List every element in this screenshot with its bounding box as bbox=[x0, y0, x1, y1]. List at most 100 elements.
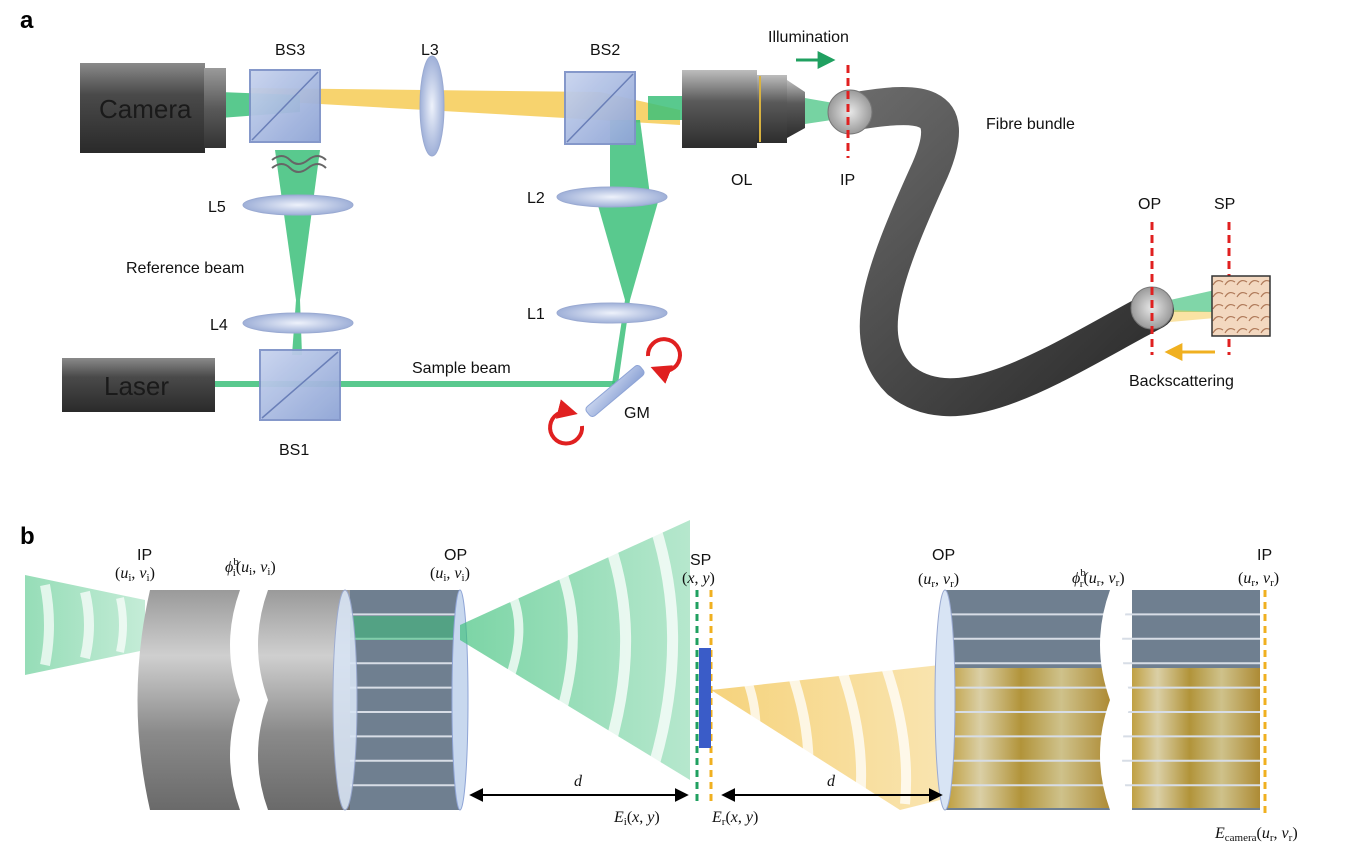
lens-l2 bbox=[556, 186, 668, 208]
wavefront-1 bbox=[40, 584, 54, 666]
fibre-bundle bbox=[827, 87, 1174, 417]
left-facet-cladding bbox=[332, 589, 358, 811]
bs2-label: BS2 bbox=[590, 42, 620, 59]
green-diverging-fan bbox=[460, 520, 690, 783]
phi-right: ϕb r(ur, vr) bbox=[1072, 567, 1125, 590]
bs2-diagonal bbox=[566, 73, 634, 143]
green-fan-wave-1 bbox=[500, 587, 524, 692]
sp-coord: (x, y) bbox=[682, 570, 715, 587]
ip-label: IP bbox=[840, 172, 855, 189]
op-left-label: OP bbox=[444, 547, 467, 564]
green-fan-wave-4 bbox=[643, 524, 679, 783]
wavefront-2 bbox=[80, 590, 94, 660]
l3-label: L3 bbox=[421, 42, 439, 59]
beam-splitter-bs1 bbox=[259, 349, 341, 421]
ecamera-label: Ecamera(ur, vr) bbox=[1214, 825, 1298, 844]
fibre-input-facet bbox=[827, 89, 873, 135]
gm-rotation-arrow-bottom bbox=[548, 399, 585, 446]
sample-beam-up-upper bbox=[595, 195, 660, 300]
left-fibre-cylinder bbox=[137, 589, 469, 811]
yellow-fan-wave-1 bbox=[740, 673, 761, 756]
phi-left: ϕb i(ui, vi) bbox=[225, 556, 276, 579]
camera-label: Camera bbox=[99, 94, 192, 124]
gm-label: GM bbox=[624, 405, 650, 422]
ip-left-coord: (ui, vi) bbox=[115, 565, 155, 584]
beam-op-to-sp bbox=[1170, 290, 1215, 312]
camera: Camera bbox=[80, 63, 226, 153]
l4-label: L4 bbox=[210, 317, 228, 334]
l5-label: L5 bbox=[208, 199, 226, 216]
lens-l1 bbox=[556, 302, 668, 324]
l1-label: L1 bbox=[527, 306, 545, 323]
gm-rotation-arrow-top bbox=[645, 337, 682, 384]
sample-object bbox=[699, 648, 711, 748]
sample-beam bbox=[215, 381, 615, 387]
er-label: Er(x, y) bbox=[711, 809, 758, 828]
op-right-label: OP bbox=[932, 547, 955, 564]
beam-splitter-bs2 bbox=[564, 71, 636, 145]
bs3-diagonal bbox=[251, 71, 319, 141]
gm-mirror bbox=[585, 365, 645, 417]
distance-left-label: d bbox=[574, 773, 583, 790]
camera-mount bbox=[204, 68, 226, 148]
yellow-fan-wave-2 bbox=[785, 666, 814, 784]
panel-a-letter: a bbox=[20, 7, 34, 34]
reference-beam-upper bbox=[275, 150, 320, 300]
fibre-bundle-label: Fibre bundle bbox=[986, 116, 1075, 133]
beam-sp-to-op bbox=[1170, 310, 1215, 322]
l2-label: L2 bbox=[527, 190, 545, 207]
right-yellow-cores-2 bbox=[1132, 668, 1260, 808]
right-fibre-cylinder bbox=[934, 589, 1260, 811]
yellow-fan-cone bbox=[711, 665, 940, 810]
op-left-coord: (ui, vi) bbox=[430, 565, 470, 584]
yellow-fan-wave-3 bbox=[835, 663, 867, 801]
objective-lens bbox=[682, 70, 805, 148]
reference-beam-label: Reference beam bbox=[126, 260, 244, 277]
sp-label: SP bbox=[1214, 196, 1235, 213]
green-fan-wave-2 bbox=[550, 565, 578, 734]
left-cyl-segment-1 bbox=[137, 590, 240, 810]
sample-tissue bbox=[1211, 275, 1271, 337]
lens-l3 bbox=[419, 55, 445, 157]
fibre-bundle-body bbox=[831, 87, 1174, 417]
ol-label: OL bbox=[731, 172, 752, 189]
sp-label-b: SP bbox=[690, 552, 711, 569]
left-facet-op bbox=[451, 589, 469, 811]
panel-b-letter: b bbox=[20, 523, 35, 550]
galvo-mirror bbox=[548, 337, 682, 446]
left-excited-core bbox=[350, 616, 460, 640]
camera-body bbox=[80, 63, 205, 153]
op-right-coord: (ur, vr) bbox=[918, 571, 959, 590]
ol-barrel bbox=[757, 75, 787, 143]
ol-body bbox=[682, 70, 757, 148]
op-label: OP bbox=[1138, 196, 1161, 213]
laser-label: Laser bbox=[104, 371, 169, 401]
wavefront-3 bbox=[116, 597, 127, 653]
ip-right-label: IP bbox=[1257, 547, 1272, 564]
lens-l5 bbox=[242, 194, 354, 216]
path-break-bottom bbox=[271, 163, 327, 173]
backscattering-label: Backscattering bbox=[1129, 373, 1234, 390]
green-fan-wave-3 bbox=[598, 543, 632, 767]
path-break-top bbox=[271, 155, 327, 165]
laser-body bbox=[62, 358, 215, 412]
bs3-label: BS3 bbox=[275, 42, 305, 59]
ip-right-coord: (ur, vr) bbox=[1238, 570, 1279, 589]
laser: Laser bbox=[62, 358, 215, 412]
lens-l4 bbox=[242, 312, 354, 334]
right-fibre-break bbox=[1100, 590, 1132, 810]
beam-bs2-to-ol bbox=[648, 96, 688, 120]
ol-tip bbox=[787, 80, 805, 138]
bs1-label: BS1 bbox=[279, 442, 309, 459]
ip-left-label: IP bbox=[137, 547, 152, 564]
distance-right-label: d bbox=[827, 773, 836, 790]
left-cyl-segment-2 bbox=[258, 590, 350, 810]
right-yellow-cores-1 bbox=[948, 668, 1110, 808]
sample-beam-label: Sample beam bbox=[412, 360, 511, 377]
illumination-label: Illumination bbox=[768, 29, 849, 46]
incoming-green-wavefronts bbox=[25, 575, 145, 675]
ei-label: Ei(x, y) bbox=[613, 809, 660, 828]
yellow-backscatter-fan bbox=[711, 662, 940, 810]
beam-splitter-bs3 bbox=[249, 69, 321, 143]
